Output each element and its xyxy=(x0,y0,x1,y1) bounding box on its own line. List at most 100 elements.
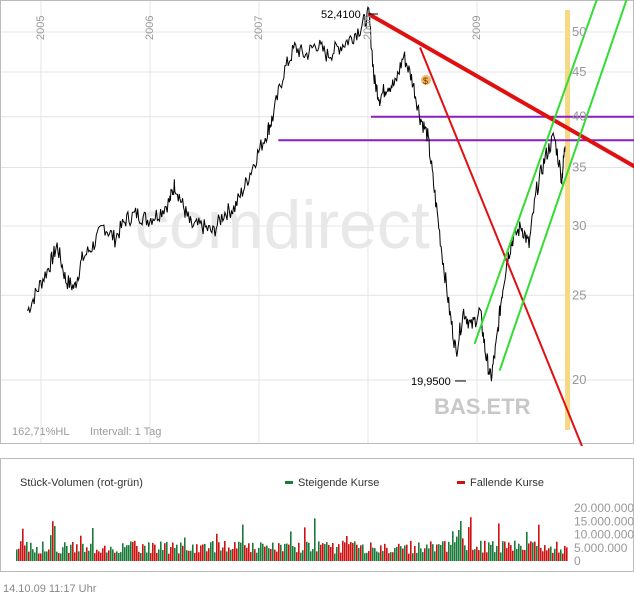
volume-bar xyxy=(162,549,164,561)
volume-bar xyxy=(292,546,294,561)
volume-bar xyxy=(306,541,308,561)
volume-bar xyxy=(242,524,244,561)
timestamp: 14.10.09 11:17 Uhr xyxy=(3,583,97,595)
x-tick-label: 2006 xyxy=(144,16,156,40)
volume-bar xyxy=(496,545,498,561)
volume-bar xyxy=(504,541,506,561)
volume-tick-label: 0 xyxy=(574,554,581,568)
volume-bar xyxy=(530,541,532,561)
volume-bar xyxy=(362,544,364,561)
volume-bar xyxy=(150,553,152,561)
volume-bar xyxy=(394,547,396,561)
volume-bar xyxy=(206,551,208,561)
volume-bar xyxy=(108,550,110,561)
volume-bar xyxy=(464,545,466,561)
volume-bar xyxy=(170,547,172,561)
volume-bar xyxy=(512,550,514,561)
volume-bar xyxy=(358,547,360,561)
volume-bar xyxy=(322,543,324,561)
volume-bar xyxy=(298,542,300,561)
x-tick-label: 2009 xyxy=(471,16,483,40)
volume-bar xyxy=(278,543,280,561)
volume-bar xyxy=(564,545,566,561)
trend-lines xyxy=(367,0,634,446)
volume-bar xyxy=(174,547,176,561)
y-axis-labels: 20 25 30 35 40 45 50 xyxy=(572,24,586,387)
volume-bar xyxy=(506,548,508,561)
volume-bar xyxy=(200,545,202,561)
volume-bar xyxy=(378,552,380,561)
volume-bar xyxy=(166,541,168,561)
y-tick-label: 20 xyxy=(572,372,586,387)
volume-bar xyxy=(332,543,334,561)
volume-bar xyxy=(442,541,444,561)
volume-bar xyxy=(50,535,52,561)
volume-bar xyxy=(210,542,212,561)
dividend-icon-glyph: $ xyxy=(423,76,428,86)
volume-bar xyxy=(250,552,252,561)
volume-bar xyxy=(474,549,476,561)
volume-bar xyxy=(484,540,486,561)
volume-bar xyxy=(90,543,92,561)
volume-bar xyxy=(532,542,534,561)
volume-bar xyxy=(40,553,42,561)
volume-bar xyxy=(314,518,316,561)
high-label: 52,4100 xyxy=(321,9,361,21)
price-series xyxy=(27,6,566,382)
volume-bar xyxy=(310,551,312,561)
volume-bar xyxy=(220,550,222,561)
y-tick-label: 45 xyxy=(572,64,586,79)
volume-bar xyxy=(302,550,304,561)
volume-bar xyxy=(382,551,384,561)
low-label: 19,9500 xyxy=(411,376,451,388)
volume-bar xyxy=(482,552,484,561)
volume-bar xyxy=(372,547,374,561)
volume-bar xyxy=(154,544,156,561)
volume-bar xyxy=(450,544,452,561)
volume-bar xyxy=(88,550,90,561)
volume-bar xyxy=(260,542,262,561)
volume-bar xyxy=(246,547,248,561)
volume-bar xyxy=(54,526,56,561)
y-tick-label: 40 xyxy=(572,109,586,124)
volume-bar xyxy=(290,531,292,561)
volume-bar xyxy=(458,529,460,561)
volume-title: Stück-Volumen (rot-grün) xyxy=(20,477,143,489)
volume-bar xyxy=(436,544,438,561)
volume-bar xyxy=(470,517,472,561)
volume-bar xyxy=(430,541,432,561)
volume-bar xyxy=(126,545,128,561)
volume-bar xyxy=(86,547,88,561)
volume-bar xyxy=(146,552,148,561)
volume-bar xyxy=(202,544,204,561)
volume-bar xyxy=(402,548,404,561)
volume-bar xyxy=(320,544,322,561)
volume-tick-label: 20.000.000 xyxy=(574,501,634,515)
volume-bar xyxy=(392,552,394,561)
volume-bar xyxy=(74,552,76,561)
volume-bar xyxy=(258,547,260,561)
volume-bar xyxy=(70,544,72,561)
volume-bar xyxy=(510,545,512,561)
volume-bar xyxy=(452,531,454,561)
volume-bar xyxy=(136,545,138,561)
volume-chart: Stück-Volumen (rot-grün) Steigende Kurse… xyxy=(0,458,634,572)
volume-bar xyxy=(316,551,318,561)
volume-bar xyxy=(226,551,228,561)
x-tick-label: 2005 xyxy=(35,16,47,40)
volume-bar xyxy=(254,549,256,561)
volume-bar xyxy=(404,545,406,561)
volume-bar xyxy=(552,552,554,561)
volume-bar xyxy=(422,552,424,561)
volume-bar xyxy=(190,550,192,561)
volume-bar xyxy=(194,552,196,561)
volume-bar xyxy=(76,544,78,561)
volume-bar xyxy=(548,548,550,561)
volume-bar xyxy=(28,551,30,561)
volume-bar xyxy=(122,543,124,561)
volume-bar xyxy=(18,548,20,561)
legend-rising-swatch xyxy=(285,481,293,484)
volume-bar xyxy=(368,551,370,561)
volume-bar xyxy=(186,550,188,561)
